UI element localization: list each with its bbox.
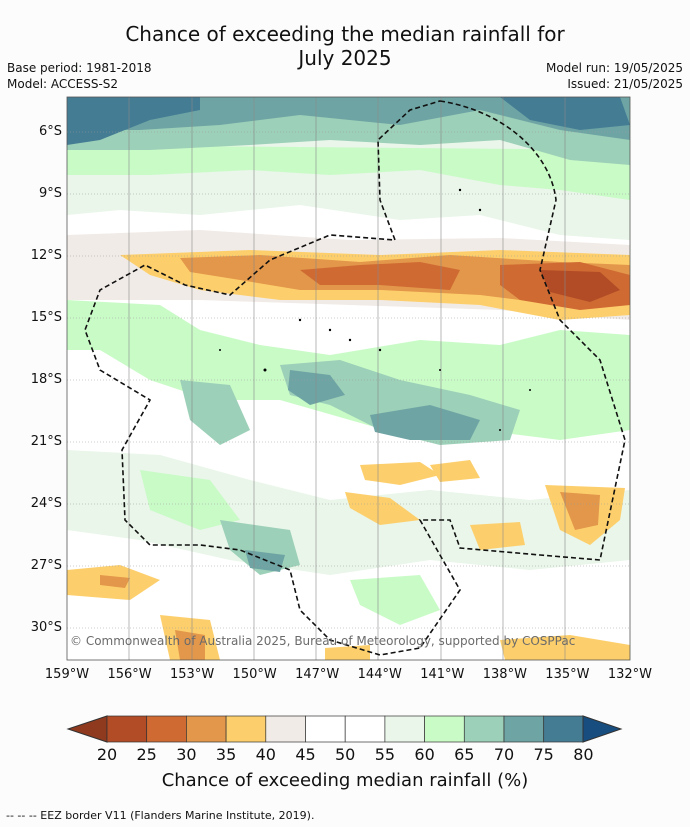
colorbar-tick: 60 — [414, 745, 435, 764]
lon-label: 147°W — [295, 667, 340, 682]
colorbar-cell — [384, 715, 425, 743]
colorbar-tick: 20 — [96, 745, 118, 764]
colorbar-cell — [543, 715, 584, 743]
field-40-sc — [345, 492, 420, 525]
lat-label: 6°S — [38, 124, 62, 139]
lat-label: 9°S — [38, 186, 62, 201]
colorbar-tick: 25 — [136, 745, 157, 764]
field-65-ss — [350, 575, 440, 625]
gridlines — [67, 131, 630, 629]
colorbar-tick: 55 — [374, 745, 396, 764]
lon-label: 153°W — [170, 667, 215, 682]
field-80-north — [67, 97, 200, 145]
colorbar-cell — [265, 715, 306, 743]
field-40-sd — [470, 522, 525, 550]
colorbar-cell — [146, 715, 187, 743]
map-field — [67, 97, 630, 660]
lon-label: 144°W — [357, 667, 402, 682]
field-70-west — [180, 380, 250, 445]
lat-label: 15°S — [30, 310, 62, 325]
field-35-se — [560, 492, 600, 530]
colorbar — [66, 715, 623, 743]
colorbar-under-arrow — [66, 715, 108, 743]
colorbar-cell — [424, 715, 465, 743]
field-25-east — [540, 270, 620, 302]
lat-label: 21°S — [30, 434, 62, 449]
copyright-notice: © Commonwealth of Australia 2025, Bureau… — [70, 634, 576, 648]
colorbar-cell — [463, 715, 505, 743]
lon-label: 150°W — [232, 667, 277, 682]
colorbar-cell — [225, 715, 267, 743]
eez-border — [84, 100, 626, 656]
lat-label: 27°S — [30, 558, 62, 573]
colorbar-cells — [106, 715, 584, 743]
colorbar-over-arrow — [582, 715, 623, 743]
issued-date: Issued: 21/05/2025 — [567, 77, 683, 91]
field-65-north — [67, 145, 630, 200]
lon-label: 135°W — [545, 667, 590, 682]
colorbar-tick: 40 — [255, 745, 276, 764]
field-75-central — [288, 370, 345, 405]
lat-label: 12°S — [30, 248, 62, 263]
lat-label: 24°S — [30, 496, 62, 511]
colorbar-cell — [344, 715, 386, 743]
meta-right: Model run: 19/05/2025 Issued: 21/05/2025 — [546, 60, 683, 92]
colorbar-tick: 45 — [295, 745, 316, 764]
colorbar-tick: 30 — [176, 745, 197, 764]
model-name: Model: ACCESS-S2 — [7, 77, 119, 91]
field-30-band — [300, 262, 460, 290]
colorbar-tick: 80 — [573, 745, 594, 764]
title-line-1: Chance of exceeding the median rainfall … — [125, 22, 565, 46]
field-35-sw — [100, 575, 130, 588]
field-75-central2 — [370, 405, 480, 440]
colorbar-tick: 35 — [215, 745, 237, 764]
field-35-bottom — [175, 630, 205, 660]
colorbar-cell — [186, 715, 227, 743]
lat-label: 18°S — [30, 372, 62, 387]
lat-label: 30°S — [30, 620, 62, 635]
eez-legend-note: -- -- -- EEZ border V11 (Flanders Marine… — [6, 809, 315, 822]
lon-label: 138°W — [482, 667, 527, 682]
colorbar-cell — [503, 715, 545, 743]
lon-label: 132°W — [607, 667, 653, 682]
colorbar-tick: 70 — [493, 745, 515, 764]
colorbar-cell — [305, 715, 346, 743]
colorbar-label: Chance of exceeding median rainfall (%) — [161, 770, 529, 791]
title-line-2: July 2025 — [298, 46, 392, 70]
colorbar-tick: 50 — [335, 745, 356, 764]
meta-left: Base period: 1981-2018 Model: ACCESS-S2 — [7, 60, 152, 92]
colorbar-tick: 75 — [533, 745, 554, 764]
field-40-bottom3 — [325, 645, 370, 660]
islands — [219, 188, 531, 431]
lon-label: 159°W — [44, 667, 90, 682]
field-65-south — [140, 470, 240, 530]
map-frame — [66, 96, 631, 661]
meridians — [128, 97, 566, 660]
colorbar-tick: 65 — [454, 745, 475, 764]
field-75-sw — [245, 550, 285, 572]
lon-label: 141°W — [420, 667, 465, 682]
model-run: Model run: 19/05/2025 — [545, 61, 683, 75]
base-period: Base period: 1981-2018 — [7, 61, 152, 75]
field-40-sb — [430, 460, 480, 482]
lon-label: 156°W — [107, 667, 152, 682]
colorbar-cell — [106, 715, 148, 743]
field-40-sa — [360, 462, 440, 485]
map-title: Chance of exceeding the median rainfall … — [0, 22, 690, 70]
field-75-north — [67, 97, 630, 140]
